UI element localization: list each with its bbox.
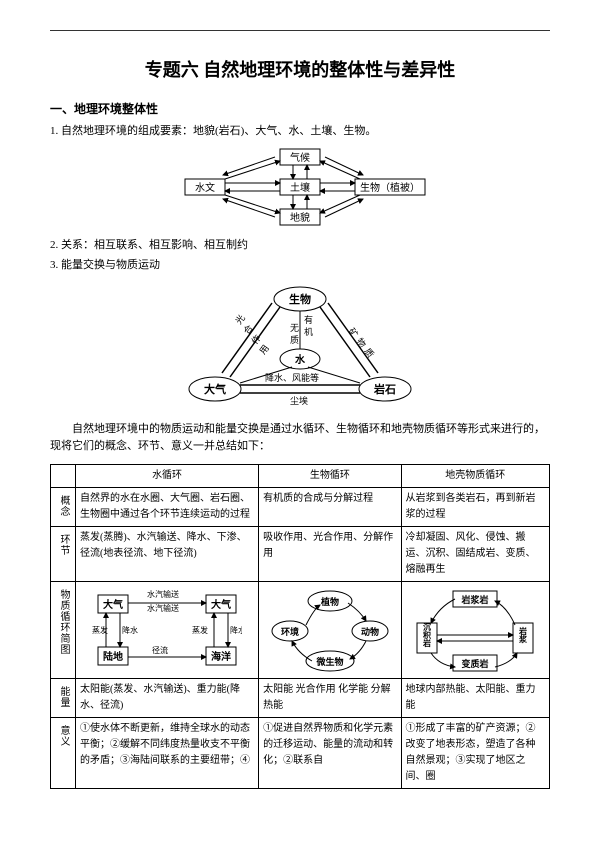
top-rule [50, 30, 550, 31]
d2-tr3: 质 [362, 345, 376, 359]
r2c2: 植物 环境 动物 微生物 [259, 581, 401, 678]
r1c1: 蒸发(蒸腾)、水汽输送、降水、下渗、径流(地表径流、地下径流) [76, 526, 259, 581]
table-row: 概念 自然界的水在水圈、大气圈、岩石圈、生物圈中通过各个环节连续运动的过程 有机… [51, 487, 550, 526]
d2-right: 岩石 [373, 382, 396, 396]
r0c2: 有机质的合成与分解过程 [259, 487, 401, 526]
r3c1: 太阳能(蒸发、水汽输送)、重力能(降水、径流) [76, 678, 259, 717]
c1-et: 水汽输送 [147, 589, 179, 599]
d2-bl: 降水、风能等 [265, 372, 319, 383]
d2-tr2: 物 [354, 335, 368, 349]
c1-tr: 大气 [211, 598, 231, 611]
c1-tl: 大气 [103, 598, 123, 611]
d1-top: 气候 [290, 151, 310, 164]
r4c2: ①促进自然界物质和化学元素的迁移运动、能量的流动和转化；②联系自 [259, 717, 401, 788]
r0c3: 从岩浆到各类岩石，再到新岩浆的过程 [401, 487, 549, 526]
c3-t: 岩浆岩 [461, 594, 489, 605]
item-3: 3. 能量交换与物质运动 [50, 257, 550, 275]
row-label-4: 意义 [55, 721, 71, 751]
c1-eb: 径流 [152, 645, 168, 655]
d2-tm2: 无 [290, 323, 299, 333]
section1-heading: 一、地理环境整体性 [50, 100, 550, 119]
row-label-1: 环节 [55, 530, 71, 560]
c2-r: 动物 [361, 626, 379, 637]
r0c1: 自然界的水在水圈、大气圈、岩石圈、生物圈中通过各个环节连续运动的过程 [76, 487, 259, 526]
d2-tr1: 矿 [346, 325, 360, 339]
r3c2: 太阳能 光合作用 化学能 分解 热能 [259, 678, 401, 717]
d2-left: 大气 [204, 382, 226, 396]
row-label-0: 概念 [55, 491, 71, 521]
table-row: 物质循环简图 大气 大气 陆地 海洋 水汽输送水汽输送 蒸发 降水 蒸发 降水 … [51, 581, 550, 678]
c1-er1: 蒸发 [192, 625, 208, 635]
r4c1: ①使水体不断更新，维持全球水的动态平衡；②缓解不同纬度热量收支不平衡的矛盾；③海… [76, 717, 259, 788]
d1-left: 水文 [195, 181, 215, 194]
d2-tm3: 机 [304, 326, 313, 337]
c2-b: 微生物 [315, 656, 343, 667]
c1-er2: 降水 [230, 625, 242, 635]
d2-tm1: 有 [304, 314, 313, 325]
table-header-row: 水循环 生物循环 地壳物质循环 [51, 464, 550, 487]
c1-bl: 陆地 [103, 650, 123, 663]
c1-el2: 降水 [122, 625, 138, 635]
c3-b: 变质岩 [462, 658, 489, 669]
c3-l: 沉积岩 [423, 622, 432, 648]
th-1: 水循环 [76, 464, 259, 487]
th-3: 地壳物质循环 [401, 464, 549, 487]
d2-tl4: 用 [258, 343, 271, 356]
c1-et2: 水汽输送 [147, 603, 179, 613]
summary-table: 水循环 生物循环 地壳物质循环 概念 自然界的水在水圈、大气圈、岩石圈、生物圈中… [50, 464, 550, 789]
table-row: 意义 ①使水体不断更新，维持全球水的动态平衡；②缓解不同纬度热量收支不平衡的矛盾… [51, 717, 550, 788]
r4c3: ①形成了丰富的矿产资源；②改变了地表形态，塑造了各种自然景观；③实现了地区之间、… [401, 717, 549, 788]
item-2: 2. 关系：相互联系、相互影响、相互制约 [50, 237, 550, 255]
c1-br: 海洋 [211, 650, 231, 663]
item-1: 1. 自然地理环境的组成要素：地貌(岩石)、大气、水、土壤、生物。 [50, 123, 550, 141]
d2-tl1: 光 [233, 312, 247, 326]
r1c3: 冷却凝固、风化、侵蚀、搬运、沉积、固结成岩、变质、熔融再生 [401, 526, 549, 581]
d2-top: 生物 [289, 292, 311, 306]
row-label-2: 物质循环简图 [55, 585, 71, 659]
th-2: 生物循环 [259, 464, 401, 487]
page-title: 专题六 自然地理环境的整体性与差异性 [50, 56, 550, 85]
diagram-2: 生物 大气 岩石 水 光 合 作 用 有 无 机 质 矿 物 质 降水、风能等 … [50, 281, 550, 411]
r3c3: 地球内部热能、太阳能、重力能 [401, 678, 549, 717]
table-row: 能量 太阳能(蒸发、水汽输送)、重力能(降水、径流) 太阳能 光合作用 化学能 … [51, 678, 550, 717]
d1-bot: 地貌 [290, 211, 310, 224]
r1c2: 吸收作用、光合作用、分解作用 [259, 526, 401, 581]
d2-br: 尘埃 [290, 395, 308, 406]
d1-mid: 土壤 [290, 181, 310, 194]
d1-right: 生物（植被） [360, 181, 420, 194]
c2-t: 植物 [320, 596, 339, 607]
summary-para: 自然地理环境中的物质运动和能量交换是通过水循环、生物循环和地壳物质循环等形式来进… [50, 421, 550, 456]
r2c1: 大气 大气 陆地 海洋 水汽输送水汽输送 蒸发 降水 蒸发 降水 径流 [76, 581, 259, 678]
c3-r: 岩浆 [518, 626, 528, 644]
r2c3: 岩浆岩 沉积岩 岩浆 变质岩 [401, 581, 549, 678]
d2-tm4: 质 [290, 334, 299, 345]
th-blank [51, 464, 76, 487]
c2-l: 环境 [281, 626, 299, 637]
row-label-3: 能量 [55, 682, 71, 712]
diagram-1: 气候 水文 土壤 生物（植被） 地貌 [50, 147, 550, 227]
table-row: 环节 蒸发(蒸腾)、水汽输送、降水、下渗、径流(地表径流、地下径流) 吸收作用、… [51, 526, 550, 581]
c1-el1: 蒸发 [92, 625, 108, 635]
d2-mid: 水 [294, 353, 306, 366]
